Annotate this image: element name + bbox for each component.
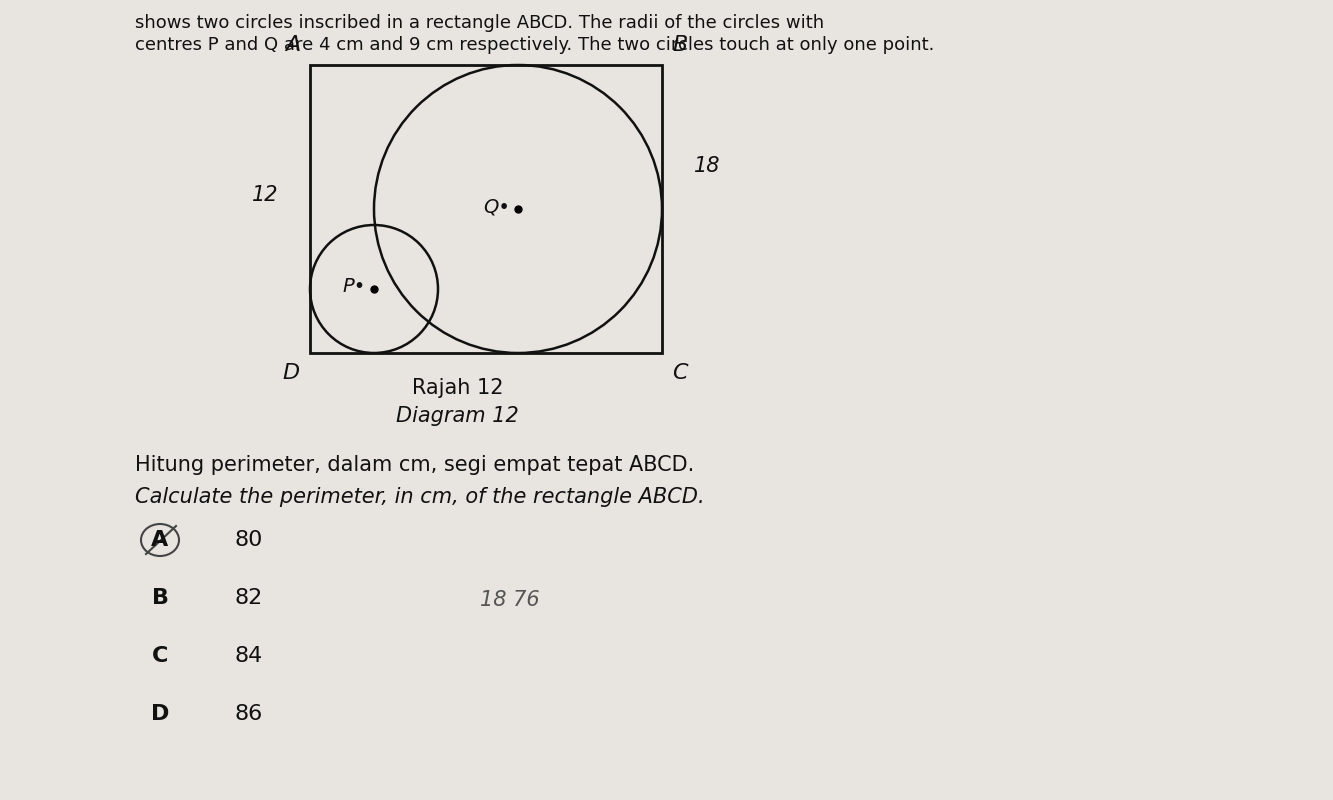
Text: B: B xyxy=(152,588,168,608)
Text: 18 76: 18 76 xyxy=(480,590,540,610)
Text: C: C xyxy=(152,646,168,666)
Text: Calculate the perimeter, in cm, of the rectangle ABCD.: Calculate the perimeter, in cm, of the r… xyxy=(135,487,705,507)
Text: 86: 86 xyxy=(235,704,263,724)
Text: shows two circles inscribed in a rectangle ABCD. The radii of the circles with: shows two circles inscribed in a rectang… xyxy=(135,14,824,32)
Text: D: D xyxy=(283,363,300,383)
Text: D: D xyxy=(151,704,169,724)
Text: 82: 82 xyxy=(235,588,263,608)
Text: C: C xyxy=(672,363,688,383)
Text: Q•: Q• xyxy=(483,198,511,217)
Text: 12: 12 xyxy=(252,185,279,205)
Text: P•: P• xyxy=(343,278,367,297)
Text: 18: 18 xyxy=(693,156,720,176)
Text: Hitung perimeter, dalam cm, segi empat tepat ABCD.: Hitung perimeter, dalam cm, segi empat t… xyxy=(135,455,694,475)
Text: centres P and Q are 4 cm and 9 cm respectively. The two circles touch at only on: centres P and Q are 4 cm and 9 cm respec… xyxy=(135,36,934,54)
Text: Rajah 12: Rajah 12 xyxy=(412,378,504,398)
Bar xyxy=(311,65,663,353)
Text: 84: 84 xyxy=(235,646,263,666)
Text: B: B xyxy=(672,35,688,55)
Text: A: A xyxy=(285,35,300,55)
Text: A: A xyxy=(152,530,169,550)
Text: Diagram 12: Diagram 12 xyxy=(396,406,520,426)
Text: 80: 80 xyxy=(235,530,264,550)
